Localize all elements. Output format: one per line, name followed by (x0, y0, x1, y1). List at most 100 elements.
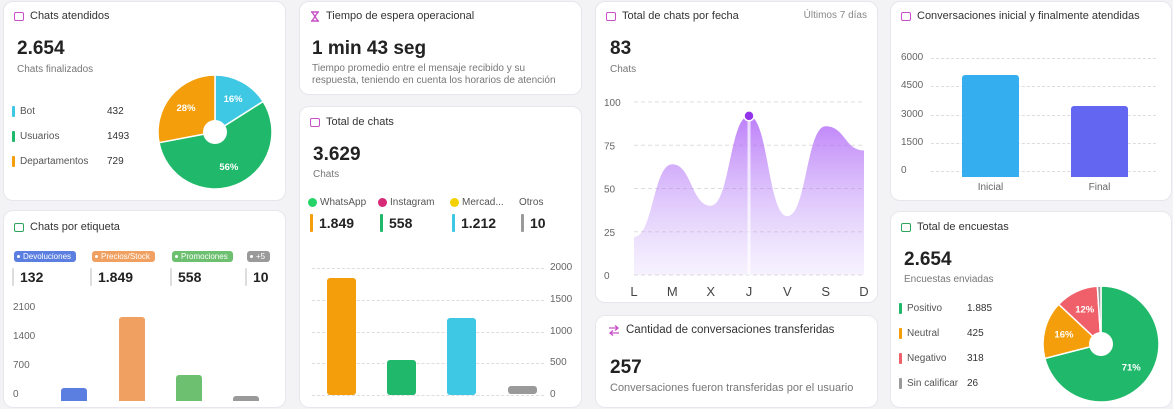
card-title: Total de chats (326, 116, 394, 128)
bar[interactable] (508, 386, 537, 395)
survey-icon (901, 222, 911, 232)
legend-label: Sin calificar (907, 378, 959, 389)
chat-icon (14, 11, 24, 21)
pie-slice[interactable] (1042, 303, 1103, 360)
x-axis-tick: S (821, 284, 830, 299)
y-axis-tick: 1400 (13, 331, 36, 342)
chats-fecha-header: Total de chats por fecha (606, 10, 739, 22)
legend-color-marker (12, 156, 15, 167)
legend-value: 1.885 (967, 303, 993, 314)
card-title: Cantidad de conversaciones transferidas (626, 324, 835, 336)
channel-value-box: 10 (521, 214, 546, 232)
x-axis-tick: J (746, 284, 753, 299)
tiempo-espera-value: 1 min 43 seg (312, 38, 427, 59)
channel-name: WhatsApp (320, 197, 367, 208)
bar[interactable] (327, 277, 356, 395)
transferidas-value: 257 (610, 357, 642, 378)
channel-color-marker (380, 214, 383, 232)
legend-value: 318 (967, 353, 984, 364)
transferidas-subtitle: Conversaciones fueron transferidas por e… (610, 382, 854, 394)
channel-value: 1.212 (461, 215, 497, 231)
grid-line (931, 58, 1156, 59)
pie-slice[interactable] (1096, 285, 1102, 345)
bar[interactable] (119, 317, 145, 401)
total-chats-header: Total de chats (310, 116, 394, 128)
grid-line (312, 268, 544, 269)
pie-slice[interactable] (158, 100, 273, 190)
channel-value-box: 558 (380, 214, 412, 232)
x-axis-tick: M (667, 284, 678, 299)
tag-chip[interactable]: Promociones (172, 251, 233, 262)
bar[interactable] (387, 359, 416, 395)
tiempo-espera-card: Tiempo de espera operacional 1 min 43 se… (299, 1, 582, 95)
encuestas-value: 2.654 (904, 249, 952, 270)
y-axis-tick: 500 (550, 357, 567, 369)
tag-chip[interactable]: Devoluciones (14, 251, 77, 262)
bar[interactable] (1071, 105, 1128, 177)
pie-slice-label: 16% (1054, 329, 1074, 340)
legend-label: Neutral (907, 328, 940, 339)
channel-color-marker (521, 214, 524, 232)
channel-name: Otros (519, 197, 544, 208)
channel-name: Mercad... (462, 197, 504, 208)
tag-chip[interactable]: Precios/Stock (92, 251, 155, 262)
tag-value-box: 10 (245, 268, 269, 286)
pie-slice-label: 16% (224, 94, 244, 105)
y-axis-tick: 6000 (901, 52, 924, 63)
channel-value: 1.849 (319, 215, 355, 231)
channel-value: 10 (530, 215, 546, 231)
chat-icon (606, 11, 616, 21)
x-axis-tick: V (783, 284, 792, 299)
period-filter[interactable]: Últimos 7 días (803, 10, 867, 21)
legend-color-marker (12, 131, 15, 142)
legend-item: Usuarios (12, 131, 59, 142)
pie-slice-label: 71% (1122, 362, 1142, 373)
bar[interactable] (233, 396, 259, 401)
legend-item: Neutral (899, 328, 939, 339)
legend-item: Bot (12, 106, 35, 117)
bar[interactable] (447, 318, 476, 395)
card-title: Chats atendidos (30, 10, 110, 22)
y-axis-tick: 75 (604, 141, 616, 152)
y-axis-tick: 0 (604, 271, 610, 282)
legend-value: 1493 (107, 131, 130, 142)
channel-value-box: 1.212 (452, 214, 496, 232)
instagram-icon (378, 198, 387, 207)
bar[interactable] (61, 388, 87, 401)
pie-slice[interactable] (157, 74, 216, 144)
channel-label: WhatsApp (308, 197, 366, 208)
x-axis-tick: X (706, 284, 715, 299)
tag-divider (12, 268, 14, 286)
channel-label: Mercad... (450, 197, 504, 208)
grid-line (312, 299, 544, 301)
channel-label: Instagram (378, 197, 434, 208)
pie-center-hole (1089, 332, 1113, 356)
y-axis-tick: 700 (13, 360, 30, 371)
legend-item: Negativo (899, 353, 946, 364)
pie-slice[interactable] (214, 74, 265, 134)
legend-color-marker (899, 378, 902, 389)
pie-center-hole (203, 120, 227, 144)
legend-color-marker (12, 106, 15, 117)
tag-chip[interactable]: +5 (247, 251, 271, 262)
legend-item: Sin calificar (899, 378, 958, 389)
tag-value: 558 (178, 269, 202, 285)
legend-label: Departamentos (20, 156, 89, 167)
chats-atendidos-header: Chats atendidos (14, 10, 110, 22)
bar[interactable] (176, 375, 202, 401)
tiempo-espera-header: Tiempo de espera operacional (310, 10, 474, 22)
grid-line (312, 331, 544, 333)
grid-line (312, 395, 544, 396)
tag-value: 132 (20, 269, 44, 285)
grid-line (931, 171, 1156, 172)
x-axis-tick: D (859, 284, 868, 299)
tag-value-box: 1.849 (90, 268, 133, 286)
chats-fecha-value: 83 (610, 38, 632, 59)
legend-label: Negativo (907, 353, 947, 364)
y-axis-tick: 0 (550, 389, 556, 400)
y-axis-tick: 2100 (13, 302, 36, 313)
bar[interactable] (962, 75, 1019, 177)
y-axis-tick: 1500 (901, 136, 924, 148)
data-point[interactable] (743, 110, 755, 122)
chats-fecha-subtitle: Chats (610, 64, 637, 75)
